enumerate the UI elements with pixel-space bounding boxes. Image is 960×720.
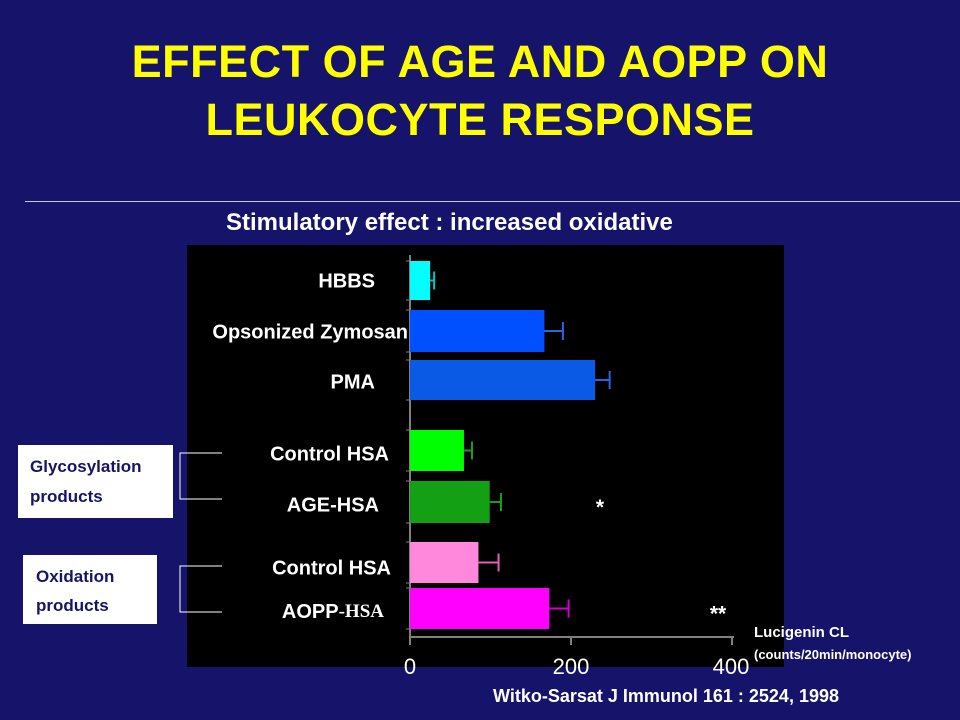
bar bbox=[410, 588, 550, 629]
glycosylation-label-line-2: products bbox=[30, 487, 103, 506]
group-bracket bbox=[179, 452, 222, 500]
bar bbox=[410, 360, 596, 400]
category-label: Control HSA bbox=[270, 443, 389, 465]
glycosylation-label-line-1: Glycosylation bbox=[30, 457, 142, 476]
significance-marker: ** bbox=[710, 603, 727, 626]
category-label: Control HSA bbox=[272, 557, 391, 579]
bar bbox=[410, 430, 464, 471]
bar bbox=[410, 481, 490, 523]
group-bracket bbox=[179, 565, 222, 613]
bar bbox=[410, 542, 479, 583]
bar bbox=[410, 310, 545, 352]
title-line-1: EFFECT OF AGE AND AOPP ON bbox=[131, 36, 829, 87]
oxidation-label-line-1: Oxidation bbox=[36, 567, 115, 586]
x-tick-label: 200 bbox=[553, 654, 590, 679]
title-divider bbox=[25, 201, 960, 202]
category-label: HBBS bbox=[318, 270, 375, 292]
bar bbox=[410, 261, 431, 300]
oxidation-group-box: Oxidation products bbox=[23, 555, 157, 624]
category-label: AOPP-HSA bbox=[282, 601, 384, 623]
glycosylation-group-box: Glycosylation products bbox=[18, 445, 173, 518]
category-label: PMA bbox=[331, 371, 375, 393]
oxidation-label-line-2: products bbox=[36, 596, 109, 615]
citation: Witko-Sarsat J Immunol 161 : 2524, 1998 bbox=[493, 686, 839, 706]
significance-marker: * bbox=[596, 496, 605, 519]
category-label: Opsonized Zymosan bbox=[212, 321, 408, 343]
x-tick-label: 400 bbox=[713, 654, 750, 679]
x-tick-label: 0 bbox=[404, 654, 416, 679]
title-line-2: LEUKOCYTE RESPONSE bbox=[205, 94, 755, 145]
x-axis-label-line-2: (counts/20min/monocyte) bbox=[754, 647, 911, 662]
slide-title: EFFECT OF AGE AND AOPP ON LEUKOCYTE RESP… bbox=[0, 33, 960, 149]
chart-title: Stimulatory effect : increased oxidative bbox=[226, 209, 673, 236]
category-label: AGE-HSA bbox=[287, 494, 379, 516]
x-axis-label-line-1: Lucigenin CL bbox=[754, 624, 849, 641]
